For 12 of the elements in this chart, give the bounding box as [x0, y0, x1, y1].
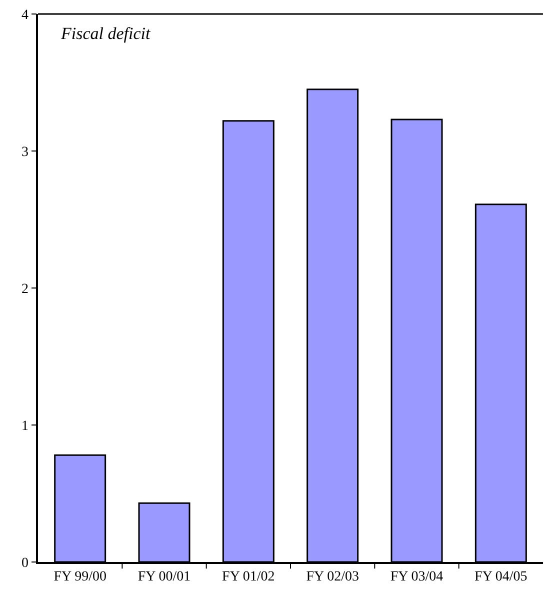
x-tick-label: FY 99/00: [54, 570, 106, 585]
x-tick-label: FY 02/03: [306, 570, 359, 585]
annotation: Fiscal deficit: [60, 24, 152, 43]
y-tick-label: 4: [21, 8, 28, 23]
x-tick-label: FY 01/02: [222, 570, 275, 585]
y-tick-label: 3: [21, 144, 28, 160]
y-tick-label: 2: [21, 282, 28, 297]
y-tick-label: 0: [21, 556, 28, 571]
x-tick-label: FY 03/04: [390, 570, 444, 585]
x-tick-label: FY 04/05: [474, 570, 528, 585]
x-tick-label: FY 00/01: [138, 570, 191, 585]
y-tick-label: 1: [21, 418, 28, 434]
